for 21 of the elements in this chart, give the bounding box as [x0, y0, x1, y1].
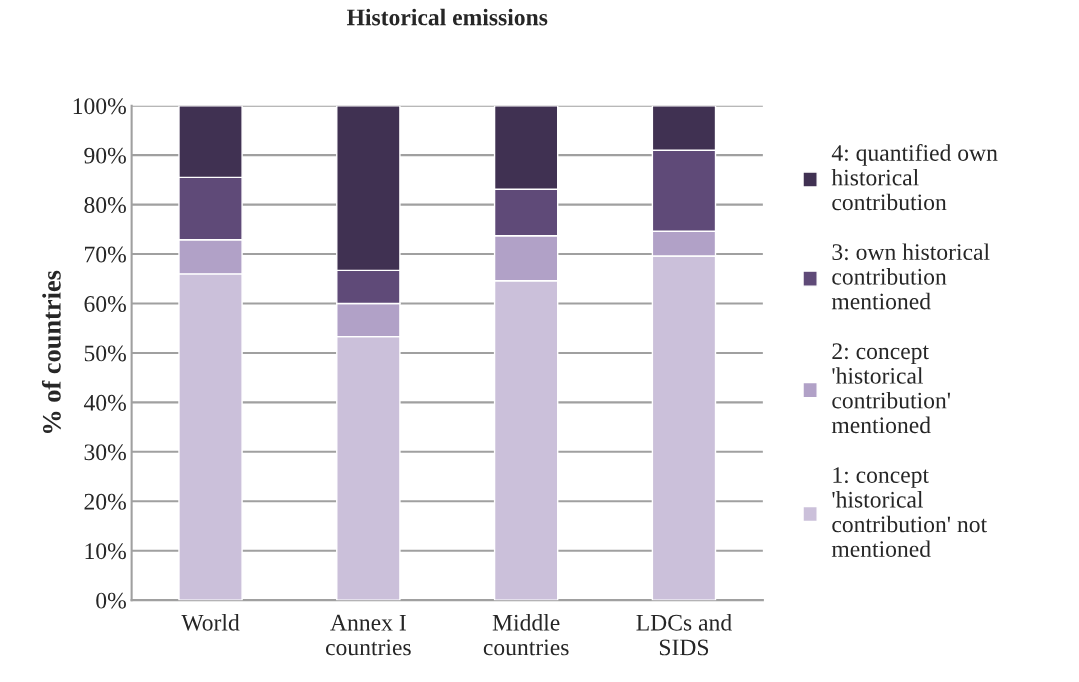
y-tick-label: 0% — [96, 592, 126, 609]
y-tick-label: 10% — [85, 543, 126, 560]
y-tick-label: 60% — [84, 295, 126, 312]
y-tick-label: 100% — [73, 98, 126, 115]
y-tick-label: 40% — [83, 394, 126, 411]
legend-label: 1: concept 'historical contribution' not mentioned — [831, 467, 987, 558]
y-tick-label: 20% — [84, 493, 126, 510]
y-tick-label: 70% — [85, 246, 126, 263]
chart-title: Historical emissions — [346, 8, 548, 26]
x-tick-label: Middle countries — [483, 614, 569, 656]
legend-label: 2: concept 'historical contribution' mentioned — [831, 343, 951, 434]
x-tick-label: Annex I countries — [325, 614, 411, 656]
x-tick-label: World — [181, 614, 240, 631]
y-tick-label: 90% — [84, 147, 126, 164]
y-axis-title: % of countries — [41, 270, 61, 434]
y-tick-label: 80% — [84, 197, 126, 214]
legend-label: 4: quantified own historical contribution — [831, 144, 998, 211]
legend-label: 3: own historical contribution mentioned — [831, 243, 990, 310]
y-tick-label: 30% — [84, 444, 126, 461]
x-tick-label: LDCs and SIDS — [636, 614, 732, 656]
y-tick-label: 50% — [84, 345, 126, 362]
